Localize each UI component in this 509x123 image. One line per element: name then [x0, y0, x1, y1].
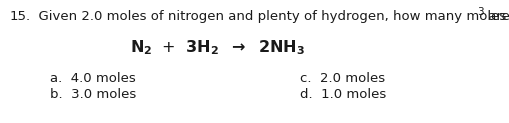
Text: 3: 3: [476, 7, 483, 17]
Text: b.  3.0 moles: b. 3.0 moles: [50, 88, 136, 101]
Text: 15.: 15.: [10, 10, 31, 23]
Text: d.  1.0 moles: d. 1.0 moles: [299, 88, 385, 101]
Text: a.  4.0 moles: a. 4.0 moles: [50, 72, 135, 85]
Text: are formed?: are formed?: [483, 10, 509, 23]
Text: c.  2.0 moles: c. 2.0 moles: [299, 72, 384, 85]
Text: $\mathbf{N_2}$  +  $\mathbf{3H_2}$  $\mathbf{\rightarrow}$  $\mathbf{2NH_3}$: $\mathbf{N_2}$ + $\mathbf{3H_2}$ $\mathb…: [130, 38, 305, 57]
Text: Given 2.0 moles of nitrogen and plenty of hydrogen, how many moles of NH: Given 2.0 moles of nitrogen and plenty o…: [30, 10, 509, 23]
